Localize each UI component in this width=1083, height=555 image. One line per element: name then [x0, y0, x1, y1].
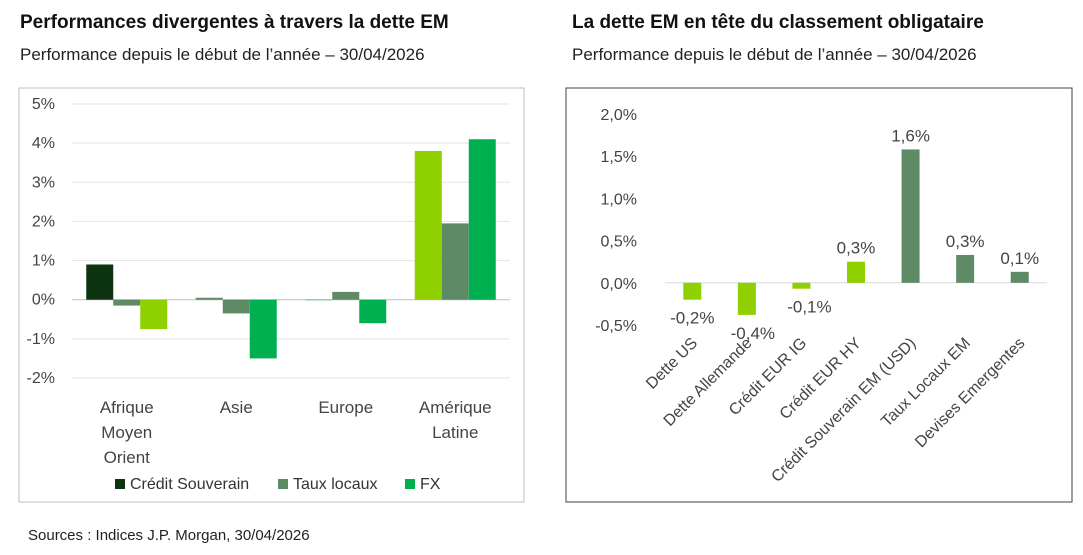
right-chart-subtitle: Performance depuis le début de l’année –…: [572, 45, 977, 64]
legend-label: FX: [420, 476, 441, 493]
x-category-label: Dette US: [643, 335, 701, 393]
bar: [1010, 271, 1029, 283]
left-bar-chart: 5% 4% 3% 2% 1% 0% -1% -2% Afrique Moyen Orient Asie…: [18, 87, 525, 503]
chart-frame: [18, 87, 525, 503]
data-label: -0,1%: [787, 298, 831, 317]
x-category-label: Afrique: [100, 398, 154, 417]
x-category-label: Asie: [220, 398, 253, 417]
bar: [956, 254, 975, 283]
bar: [222, 299, 250, 314]
left-chart-subtitle: Performance depuis le début de l’année –…: [20, 45, 425, 64]
legend-label: Taux locaux: [293, 476, 378, 493]
data-label: 1,6%: [891, 126, 930, 145]
bar: [249, 299, 277, 359]
legend-label: Crédit Souverain: [130, 476, 249, 493]
y-tick-label: 3%: [32, 174, 55, 191]
left-chart-title: Performances divergentes à travers la de…: [20, 12, 449, 33]
chart-frame: [565, 87, 1073, 503]
y-tick-label: -1%: [27, 331, 55, 348]
y-tick-label: 0,5%: [601, 234, 637, 251]
bar: [332, 291, 360, 300]
x-category-label: Moyen: [101, 423, 152, 442]
bar: [359, 299, 387, 324]
x-category-label: Amérique: [419, 398, 492, 417]
data-label: -0,2%: [670, 309, 714, 328]
right-chart-title: La dette EM en tête du classement obliga…: [572, 12, 984, 33]
bar: [86, 264, 114, 300]
right-bar-chart: 2,0% 1,5% 1,0% 0,5% 0,0% -0,5% -0,2% Dette US -0…: [565, 87, 1073, 503]
bar: [414, 150, 442, 300]
bar: [792, 282, 811, 289]
bar: [305, 299, 333, 301]
y-tick-label: 4%: [32, 135, 55, 152]
bar: [140, 299, 168, 330]
legend-swatch: [115, 479, 125, 489]
y-tick-label: 1%: [32, 253, 55, 270]
data-label: 0,3%: [837, 239, 876, 258]
x-category-label: Orient: [104, 448, 151, 467]
data-label: -0,4%: [731, 324, 775, 343]
x-category-label: Europe: [318, 398, 373, 417]
bar: [195, 297, 223, 300]
bar: [901, 149, 920, 283]
y-tick-label: -0,5%: [595, 318, 637, 335]
legend-swatch: [405, 479, 415, 489]
x-category-label: Latine: [432, 423, 478, 442]
y-tick-label: 0%: [32, 292, 55, 309]
bar: [847, 261, 865, 283]
y-tick-label: 1,0%: [601, 191, 637, 208]
x-category-label: Devises Emergentes: [912, 335, 1028, 451]
y-tick-label: 2,0%: [601, 107, 637, 124]
bar: [441, 223, 469, 300]
bar: [468, 139, 496, 300]
data-label: 0,3%: [946, 232, 985, 251]
y-tick-label: 0,0%: [601, 276, 637, 293]
legend-swatch: [278, 479, 288, 489]
bar: [683, 282, 702, 300]
bar: [737, 282, 756, 315]
y-tick-label: 2%: [32, 213, 55, 230]
bar: [113, 299, 141, 306]
y-tick-label: 5%: [32, 96, 55, 113]
y-tick-label: 1,5%: [601, 149, 637, 166]
data-label: 0,1%: [1000, 249, 1039, 268]
y-tick-label: -2%: [27, 370, 55, 387]
source-note: Sources : Indices J.P. Morgan, 30/04/202…: [28, 527, 310, 544]
